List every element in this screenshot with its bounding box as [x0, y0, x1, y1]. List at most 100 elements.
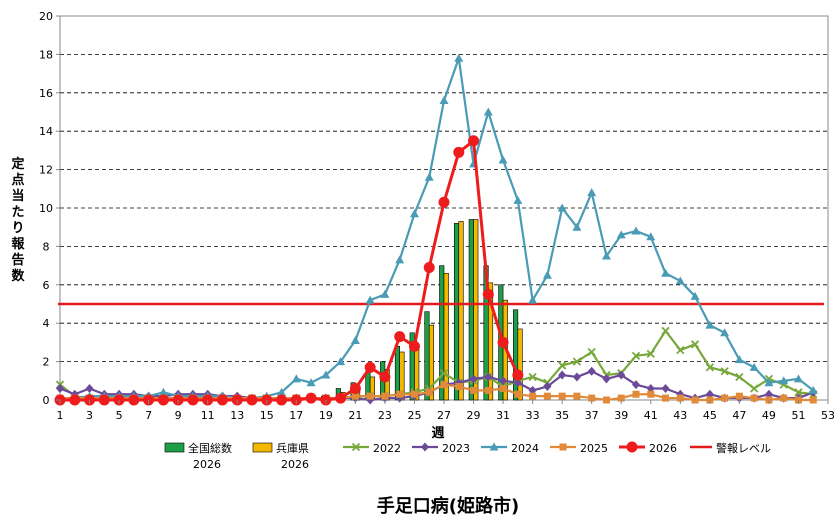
point-2024-w34: [542, 270, 552, 279]
point-2024-w43: [675, 276, 685, 285]
x-tick-label: 37: [585, 409, 599, 422]
legend-label: 2023: [442, 442, 470, 455]
legend-item-alert: 警報レベル: [690, 441, 771, 455]
point-2025-w50: [780, 394, 788, 402]
x-tick-label: 53: [821, 409, 835, 422]
point-2023-w33: [528, 385, 537, 395]
point-2023-w37: [587, 366, 596, 376]
point-2026-w28: [453, 146, 465, 158]
point-2025-w22: [366, 392, 374, 400]
point-2025-w38: [602, 396, 610, 404]
legend-label: 2026: [649, 442, 677, 455]
point-2024-w48: [749, 362, 759, 371]
x-tick-label: 25: [407, 409, 421, 422]
point-2024-w8: [158, 387, 168, 396]
chart-title: 手足口病(姫路市): [377, 495, 519, 517]
point-2024-w41: [646, 232, 656, 241]
line-2024: [60, 57, 814, 400]
legend-item-2023: 2023: [412, 442, 470, 455]
bar-兵庫県-w29: [473, 219, 479, 401]
point-2023-w42: [661, 383, 670, 393]
y-tick-label: 16: [39, 87, 53, 100]
y-tick-label: 18: [39, 48, 53, 61]
point-2026-w2: [69, 394, 81, 406]
x-tick-label: 13: [230, 409, 244, 422]
x-tick-label: 3: [86, 409, 93, 422]
point-2026-w30: [482, 288, 494, 300]
point-2025-w27: [440, 381, 448, 389]
point-2025-w42: [662, 394, 670, 402]
line-series: [54, 53, 818, 406]
x-axis-ticks: 1 3 5 7 9 11 13 15 17 19 21 23 25 27 29 31 33 35 37 39 41 43 4…: [57, 400, 835, 422]
point-2024-w45: [705, 320, 715, 329]
point-2022-w48: [750, 384, 759, 393]
y-label-char: 定: [10, 156, 24, 172]
point-2022-w37: [587, 347, 596, 357]
legend-label-year: 2026: [281, 458, 309, 471]
bar-兵庫県-w27: [443, 272, 449, 401]
point-2023-w32: [513, 378, 522, 388]
point-2025-w21: [351, 392, 359, 400]
gridlines: [60, 54, 828, 363]
y-tick-label: 20: [39, 10, 53, 23]
legend-label: 2022: [373, 442, 401, 455]
point-2024-w21: [350, 335, 360, 344]
bar-兵庫県-w26: [428, 324, 435, 401]
point-2022-w41: [646, 349, 655, 359]
y-tick-label: 2: [43, 356, 50, 369]
legend-item-2024: 2024: [481, 442, 539, 455]
x-tick-label: 47: [732, 409, 746, 422]
y-tick-label: 12: [39, 164, 53, 177]
point-2025-w36: [573, 392, 581, 400]
bar-全国総数-w29: [468, 219, 474, 401]
legend-item-兵庫県: 兵庫県 2026: [252, 441, 309, 471]
point-2023-w31: [499, 376, 508, 386]
legend-item-2026: 2026: [619, 441, 677, 455]
point-2024-w22: [365, 295, 375, 304]
point-2025-w44: [691, 396, 699, 404]
x-tick-label: 15: [260, 409, 274, 422]
point-2024-w17: [291, 374, 301, 383]
series-2026: [54, 135, 524, 406]
x-tick-label: 17: [289, 409, 303, 422]
point-2024-w35: [557, 203, 567, 212]
point-2024-w52: [808, 385, 818, 394]
point-2023-w35: [558, 370, 567, 380]
point-2023-w34: [543, 382, 552, 392]
point-2022-w47: [735, 372, 744, 382]
x-tick-label: 7: [145, 409, 152, 422]
point-2024-w37: [587, 188, 597, 197]
line-2025: [60, 383, 814, 402]
y-tick-label: 10: [39, 202, 53, 215]
x-tick-label: 41: [644, 409, 658, 422]
x-axis-label: 週: [431, 426, 444, 441]
x-tick-label: 19: [319, 409, 333, 422]
legend-label: 2025: [580, 442, 608, 455]
point-2026-w24: [394, 331, 406, 343]
point-2023-w49: [764, 389, 773, 399]
bar-全国総数-w27: [439, 265, 445, 401]
point-2024-w20: [336, 357, 346, 366]
legend-label: 警報レベル: [716, 441, 771, 455]
point-2025-w33: [529, 392, 537, 400]
point-2026-w26: [423, 262, 435, 274]
legend-swatch: [164, 442, 185, 453]
point-2024-w44: [690, 291, 700, 300]
point-2025-w35: [558, 392, 566, 400]
point-2026-w4: [98, 394, 110, 406]
point-2026-w14: [246, 394, 258, 406]
legend-item-2025: 2025: [550, 442, 608, 455]
point-2024-w50: [779, 376, 789, 385]
y-tick-label: 8: [43, 240, 50, 253]
point-2026-w31: [497, 336, 509, 348]
x-tick-label: 49: [762, 409, 776, 422]
point-2026-w18: [305, 392, 317, 404]
point-2025-w24: [396, 390, 404, 398]
x-tick-label: 51: [791, 409, 805, 422]
point-2024-w16: [277, 387, 287, 396]
point-2025-w43: [676, 394, 684, 402]
point-2025-w25: [410, 390, 418, 398]
y-tick-label: 0: [43, 394, 50, 407]
legend-marker: [559, 443, 567, 451]
